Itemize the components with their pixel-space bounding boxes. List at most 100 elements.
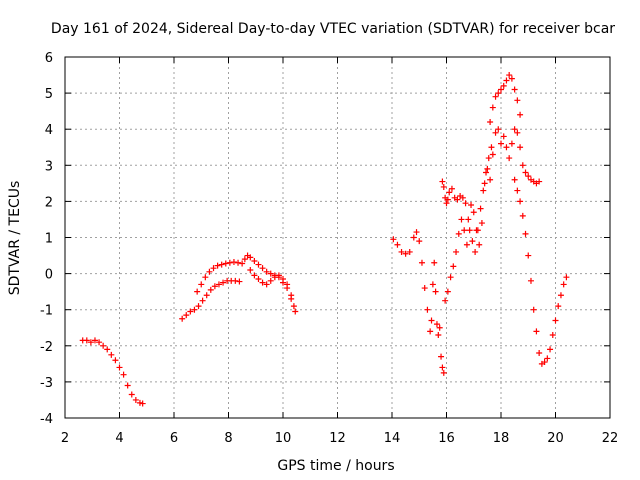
data-point <box>230 259 237 266</box>
data-point <box>541 359 548 366</box>
x-tick-label: 16 <box>438 431 455 446</box>
y-tick-label: -1 <box>40 304 53 319</box>
data-point <box>290 303 297 310</box>
data-point <box>207 286 214 293</box>
data-point <box>506 72 513 79</box>
data-point <box>128 391 135 398</box>
data-point <box>436 324 443 331</box>
data-point <box>83 337 90 344</box>
data-point <box>96 339 103 346</box>
data-point <box>251 257 258 264</box>
data-point <box>194 288 201 295</box>
data-point <box>232 277 239 284</box>
data-point <box>448 185 455 192</box>
data-point <box>500 133 507 140</box>
data-point <box>444 288 451 295</box>
data-point <box>263 268 270 275</box>
data-point <box>492 129 499 136</box>
data-point <box>259 265 266 272</box>
data-point <box>394 241 401 248</box>
data-point <box>525 173 532 180</box>
data-point <box>424 306 431 313</box>
data-point <box>446 189 453 196</box>
x-tick-label: 4 <box>115 431 123 446</box>
data-point <box>476 241 483 248</box>
data-point <box>429 281 436 288</box>
data-point <box>560 281 567 288</box>
data-point <box>132 396 139 403</box>
y-axis-label: SDTVAR / TECUs <box>7 181 23 296</box>
data-point <box>522 169 529 176</box>
data-point <box>511 86 518 93</box>
x-tick-label: 18 <box>493 431 510 446</box>
data-point <box>483 169 490 176</box>
data-point <box>218 261 225 268</box>
data-point <box>292 308 299 315</box>
x-tick-label: 14 <box>384 431 401 446</box>
data-point <box>187 308 194 315</box>
data-point <box>530 306 537 313</box>
data-point <box>514 187 521 194</box>
data-point <box>431 259 438 266</box>
data-point <box>455 230 462 237</box>
data-point <box>183 312 190 319</box>
data-point <box>280 276 286 283</box>
data-point <box>255 276 262 283</box>
data-point <box>484 165 491 172</box>
data-point <box>428 317 435 324</box>
data-point <box>112 357 119 364</box>
data-point <box>215 281 222 288</box>
data-point <box>120 371 127 378</box>
y-tick-label: 1 <box>45 232 53 247</box>
data-point <box>236 278 243 285</box>
data-point <box>433 321 440 328</box>
data-point <box>267 270 274 277</box>
data-point <box>444 196 451 203</box>
data-point <box>514 97 521 104</box>
data-point <box>469 238 476 245</box>
data-point <box>398 248 405 255</box>
data-point <box>251 272 258 279</box>
y-tick-label: 0 <box>45 268 53 283</box>
data-point <box>263 281 270 288</box>
data-point <box>440 369 447 376</box>
data-point <box>489 151 496 158</box>
data-point <box>544 355 551 362</box>
chart-title: Day 161 of 2024, Sidereal Day-to-day VTE… <box>51 21 615 37</box>
data-point <box>522 230 529 237</box>
data-point <box>517 198 524 205</box>
data-point <box>485 155 492 162</box>
data-point <box>267 277 274 284</box>
data-point <box>552 317 559 324</box>
data-point <box>458 216 465 223</box>
data-point <box>461 227 468 234</box>
data-point <box>547 346 554 353</box>
data-point <box>517 111 524 118</box>
data-point <box>220 279 227 286</box>
data-point <box>480 187 487 194</box>
data-point <box>406 248 413 255</box>
data-point <box>549 331 556 338</box>
data-point <box>557 292 564 299</box>
data-point <box>413 229 420 236</box>
data-point <box>508 140 515 147</box>
data-point <box>226 259 233 266</box>
data-point <box>100 342 107 349</box>
data-point <box>454 196 461 203</box>
x-tick-label: 2 <box>61 431 69 446</box>
data-point <box>503 77 510 84</box>
data-point <box>206 268 213 275</box>
data-point <box>519 162 526 169</box>
data-point <box>440 183 447 190</box>
data-point <box>416 238 423 245</box>
data-point <box>435 331 442 338</box>
data-point <box>459 194 466 201</box>
data-point <box>427 328 434 335</box>
data-point <box>498 140 504 147</box>
data-point <box>271 274 278 281</box>
data-point <box>410 234 417 241</box>
data-point <box>465 216 472 223</box>
x-tick-label: 20 <box>547 431 564 446</box>
